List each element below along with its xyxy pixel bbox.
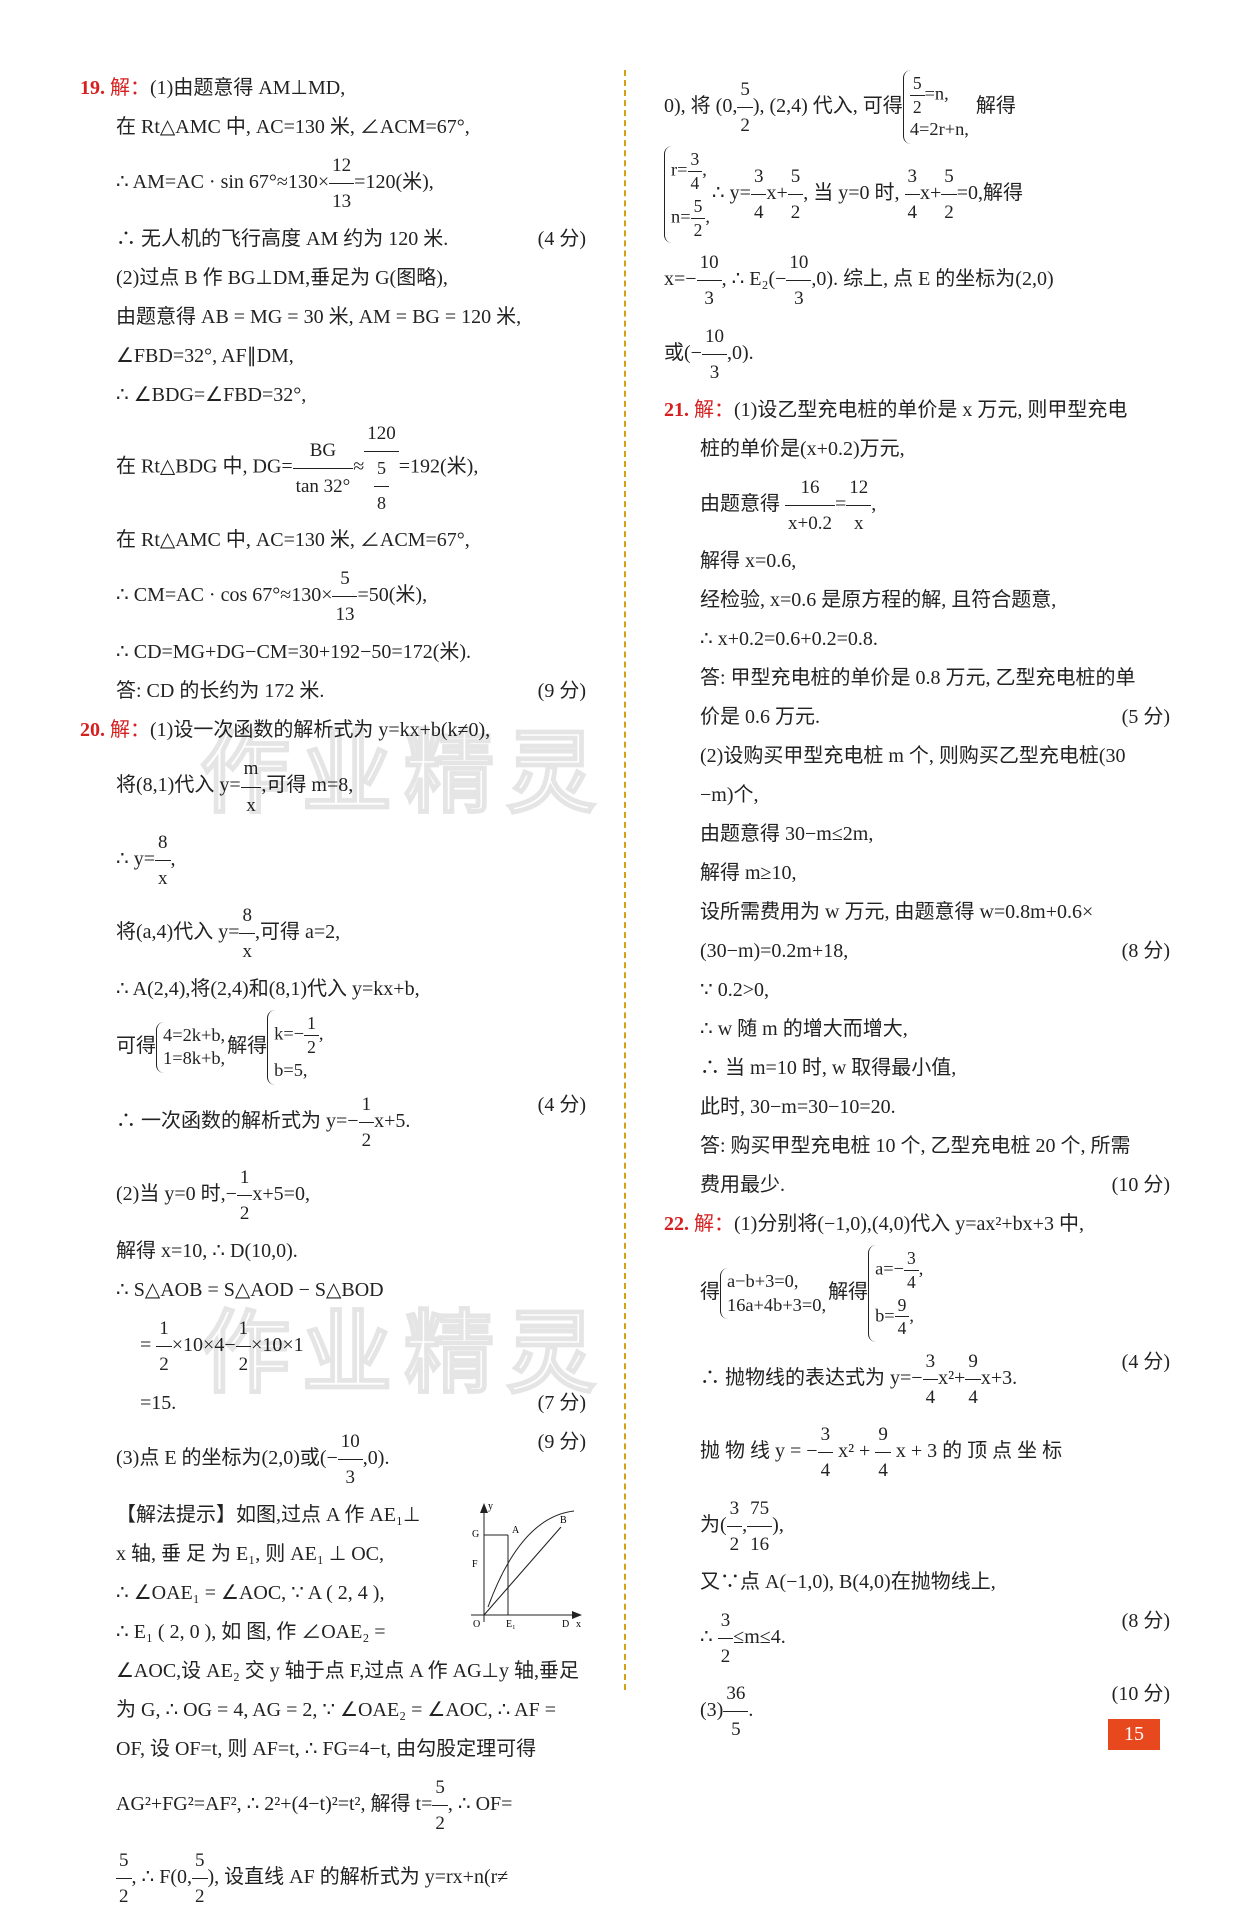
text: ∴ A(2,4),将(2,4)和(8,1)代入 y=kx+b, <box>80 971 586 1008</box>
text: AG²+FG²=AF², ∴ 2²+(4−t)²=t², 解得 t=52, ∴ … <box>80 1770 586 1841</box>
text: 又∵点 A(−1,0), B(4,0)在抛物线上, <box>664 1564 1170 1601</box>
text: ∴ AM=AC · sin 67°≈130×1213=120(米), <box>80 148 586 219</box>
text: 在 Rt△AMC 中, AC=130 米, ∠ACM=67°, <box>80 109 586 146</box>
hint-block: y x O A B G F E₁ D 【解法提示】如图,过点 A 作 AE₁⊥ <box>80 1497 586 1534</box>
text: ∵ 0.2>0, <box>664 972 1170 1009</box>
hint-figure: y x O A B G F E₁ D <box>466 1497 586 1637</box>
text: x=−103, ∴ E₂(−103,0). 综上, 点 E 的坐标为(2,0) <box>664 245 1170 316</box>
text: 将(8,1)代入 y=mx,可得 m=8, <box>80 751 586 822</box>
text: 为 G, ∴ OG = 4, AG = 2, ∵ ∠OAE₂ = ∠AOC, ∴… <box>80 1692 586 1729</box>
text: OF, 设 OF=t, 则 AF=t, ∴ FG=4−t, 由勾股定理可得 <box>80 1731 586 1768</box>
score: (5 分) <box>1122 699 1170 736</box>
q22-number: 22. <box>664 1213 689 1235</box>
text: ∴ ∠BDG=∠FBD=32°, <box>80 377 586 414</box>
text: −m)个, <box>664 777 1170 814</box>
score: (7 分) <box>538 1385 586 1422</box>
page-content: 19. 解：(1)由题意得 AM⊥MD, 在 Rt△AMC 中, AC=130 … <box>80 70 1170 1690</box>
text: 52, ∴ F(0,52), 设直线 AF 的解析式为 y=rx+n(r≠ <box>80 1843 586 1914</box>
text: 将(a,4)代入 y=8x,可得 a=2, <box>80 898 586 969</box>
svg-text:y: y <box>488 1501 493 1512</box>
text: 在 Rt△AMC 中, AC=130 米, ∠ACM=67°, <box>80 522 586 559</box>
right-column: 0), 将 (0,52), (2,4) 代入, 可得52=n,4=2r+n, 解… <box>664 70 1170 1690</box>
text: ∠FBD=32°, AF∥DM, <box>80 338 586 375</box>
text: 答: 甲型充电桩的单价是 0.8 万元, 乙型充电桩的单 <box>664 660 1170 697</box>
text: 由题意得 30−m≤2m, <box>664 816 1170 853</box>
text: ∴ 一次函数的解析式为 y=−12x+5.(4 分) <box>80 1087 586 1158</box>
q20-label: 解： <box>110 719 150 741</box>
text: 在 Rt△BDG 中, DG=BGtan 32°≈12058=192(米), <box>80 416 586 520</box>
text: 可得4=2k+b,1=8k+b,解得k=−12,b=5, <box>80 1010 586 1084</box>
q20-number: 20. <box>80 719 105 741</box>
text: 或(−103,0). <box>664 319 1170 390</box>
text: r=34,n=52,∴ y=34x+52, 当 y=0 时, 34x+52=0,… <box>664 146 1170 243</box>
text: ∴ CM=AC · cos 67°≈130×513=50(米), <box>80 561 586 632</box>
text: ∴ x+0.2=0.6+0.2=0.8. <box>664 621 1170 658</box>
left-column: 19. 解：(1)由题意得 AM⊥MD, 在 Rt△AMC 中, AC=130 … <box>80 70 586 1690</box>
score: (10 分) <box>1112 1676 1170 1713</box>
text: 为(32,7516), <box>664 1491 1170 1562</box>
text: (30−m)=0.2m+18,(8 分) <box>664 933 1170 970</box>
text: (1)分别将(−1,0),(4,0)代入 y=ax²+bx+3 中, <box>734 1213 1084 1235</box>
page-number-badge: 15 <box>1108 1719 1160 1750</box>
text: 解得 x=0.6, <box>664 543 1170 580</box>
score: (8 分) <box>1122 1603 1170 1640</box>
text: 设所需费用为 w 万元, 由题意得 w=0.8m+0.6× <box>664 894 1170 931</box>
text: 价是 0.6 万元.(5 分) <box>664 699 1170 736</box>
svg-text:O: O <box>473 1619 480 1630</box>
text: 由题意得 AB = MG = 30 米, AM = BG = 120 米, <box>80 299 586 336</box>
text: ∴ w 随 m 的增大而增大, <box>664 1011 1170 1048</box>
text: ∠AOC,设 AE₂ 交 y 轴于点 F,过点 A 作 AG⊥y 轴,垂足 <box>80 1653 586 1690</box>
column-divider <box>624 70 626 1690</box>
text: 经检验, x=0.6 是原方程的解, 且符合题意, <box>664 582 1170 619</box>
svg-text:x: x <box>576 1619 581 1630</box>
text: ∴ 当 m=10 时, w 取得最小值, <box>664 1050 1170 1087</box>
text: (2)设购买甲型充电桩 m 个, 则购买乙型充电桩(30 <box>664 738 1170 775</box>
score: (9 分) <box>538 673 586 710</box>
q21-number: 21. <box>664 399 689 421</box>
text: (1)设乙型充电桩的单价是 x 万元, 则甲型充电 <box>734 399 1127 421</box>
text: 费用最少.(10 分) <box>664 1167 1170 1204</box>
text: 此时, 30−m=30−10=20. <box>664 1089 1170 1126</box>
svg-text:F: F <box>472 1559 478 1570</box>
text: ∴ 无人机的飞行高度 AM 约为 120 米.(4 分) <box>80 221 586 258</box>
text: = 12×10×4−12×10×1 <box>80 1311 586 1382</box>
text: 得a−b+3=0,16a+4b+3=0,解得a=−34,b=94, <box>664 1245 1170 1342</box>
text: 答: 购买甲型充电桩 10 个, 乙型充电桩 20 个, 所需 <box>664 1128 1170 1165</box>
q19-number: 19. <box>80 77 105 99</box>
text: ∴ S△AOB = S△AOD − S△BOD <box>80 1272 586 1309</box>
hint-label: 【解法提示】 <box>116 1504 236 1526</box>
text: (1)由题意得 AM⊥MD, <box>150 77 345 99</box>
text: (2)当 y=0 时,−12x+5=0, <box>80 1160 586 1231</box>
text: 由题意得 16x+0.2=12x, <box>664 470 1170 541</box>
svg-text:A: A <box>512 1525 520 1536</box>
text: (1)设一次函数的解析式为 y=kx+b(k≠0), <box>150 719 490 741</box>
text: ∴ 抛物线的表达式为 y=−34x²+94x+3.(4 分) <box>664 1344 1170 1415</box>
score: (4 分) <box>538 1087 586 1124</box>
score: (4 分) <box>1122 1344 1170 1381</box>
text: (2)过点 B 作 BG⊥DM,垂足为 G(图略), <box>80 260 586 297</box>
text: ∴ 32≤m≤4.(8 分) <box>664 1603 1170 1674</box>
text: 抛 物 线 y = −34 x² + 94 x + 3 的 顶 点 坐 标 <box>664 1417 1170 1488</box>
text: 解得 m≥10, <box>664 855 1170 892</box>
svg-text:D: D <box>562 1619 569 1630</box>
text: 桩的单价是(x+0.2)万元, <box>664 431 1170 468</box>
text: ∴ y=8x, <box>80 825 586 896</box>
text: =15.(7 分) <box>80 1385 586 1422</box>
score: (4 分) <box>538 221 586 258</box>
text: 0), 将 (0,52), (2,4) 代入, 可得52=n,4=2r+n, 解… <box>664 70 1170 144</box>
text: (3)点 E 的坐标为(2,0)或(−103,0).(9 分) <box>80 1424 586 1495</box>
svg-text:G: G <box>472 1529 479 1540</box>
q19-label: 解： <box>110 77 150 99</box>
text: (3)365.(10 分) <box>664 1676 1170 1747</box>
q21-label: 解： <box>694 399 734 421</box>
score: (10 分) <box>1112 1167 1170 1204</box>
score: (9 分) <box>538 1424 586 1461</box>
text: 解得 x=10, ∴ D(10,0). <box>80 1233 586 1270</box>
svg-text:B: B <box>560 1515 567 1526</box>
score: (8 分) <box>1122 933 1170 970</box>
text: ∴ CD=MG+DG−CM=30+192−50=172(米). <box>80 634 586 671</box>
q22-label: 解： <box>694 1213 734 1235</box>
text: 答: CD 的长约为 172 米.(9 分) <box>80 673 586 710</box>
svg-text:E₁: E₁ <box>506 1619 516 1630</box>
